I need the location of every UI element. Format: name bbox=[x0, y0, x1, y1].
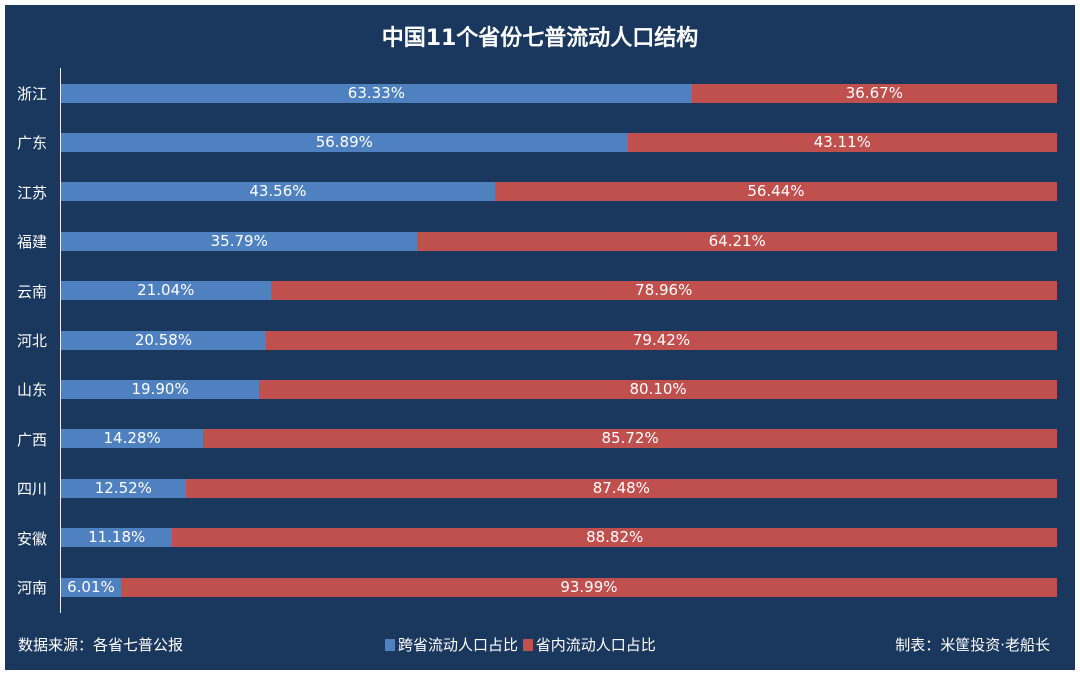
category-label: 四川 bbox=[16, 480, 47, 499]
bar-interprovincial bbox=[61, 231, 418, 251]
category-label: 浙江 bbox=[16, 85, 47, 103]
data-label: 36.67% bbox=[845, 83, 903, 102]
data-label: 87.48% bbox=[592, 478, 650, 497]
category-label: 广东 bbox=[16, 134, 47, 153]
bar-interprovincial bbox=[61, 330, 266, 350]
bar-intraprovincial bbox=[120, 577, 1057, 597]
bar-interprovincial bbox=[61, 132, 628, 152]
data-label: 14.28% bbox=[103, 429, 161, 448]
bar-intraprovincial bbox=[265, 330, 1057, 350]
data-label: 93.99% bbox=[560, 577, 618, 596]
credit: 制表：米筐投资·老船长 bbox=[895, 636, 1050, 654]
data-label: 43.11% bbox=[813, 132, 871, 151]
data-source: 数据来源：各省七普公报 bbox=[18, 636, 184, 654]
chart-title: 中国11个省份七普流动人口结构 bbox=[381, 26, 699, 51]
legend-item-interprovincial: 跨省流动人口占比 bbox=[385, 636, 518, 654]
bar-intraprovincial bbox=[185, 478, 1057, 498]
bar-interprovincial bbox=[61, 429, 204, 449]
category-label: 河南 bbox=[16, 579, 47, 597]
legend-label: 省内流动人口占比 bbox=[535, 636, 656, 654]
legend-label: 跨省流动人口占比 bbox=[398, 636, 519, 654]
data-label: 56.44% bbox=[747, 182, 805, 201]
data-label: 35.79% bbox=[210, 231, 268, 250]
data-label: 12.52% bbox=[94, 478, 152, 497]
data-label: 64.21% bbox=[708, 231, 766, 250]
category-label: 安徽 bbox=[16, 529, 47, 548]
y-axis-line bbox=[60, 68, 61, 613]
data-label: 19.90% bbox=[131, 379, 189, 398]
data-label: 88.82% bbox=[586, 528, 644, 547]
category-label: 江苏 bbox=[16, 183, 47, 202]
data-label: 6.01% bbox=[67, 577, 115, 596]
bar-intraprovincial bbox=[203, 429, 1057, 449]
bar-interprovincial bbox=[61, 577, 121, 597]
category-label: 山东 bbox=[16, 381, 47, 400]
bar-intraprovincial bbox=[627, 132, 1057, 152]
data-label: 63.33% bbox=[347, 83, 405, 102]
data-label: 20.58% bbox=[134, 330, 193, 349]
legend-swatch bbox=[385, 639, 395, 651]
legend-item-intraprovincial: 省内流动人口占比 bbox=[522, 636, 656, 654]
category-label: 河北 bbox=[16, 332, 47, 350]
bar-intraprovincial bbox=[270, 281, 1057, 301]
data-label: 78.96% bbox=[635, 281, 693, 300]
data-label: 85.72% bbox=[601, 429, 659, 448]
bar-intraprovincial bbox=[417, 231, 1057, 251]
category-label: 云南 bbox=[16, 282, 47, 301]
category-label: 广西 bbox=[16, 430, 47, 449]
bar-interprovincial bbox=[61, 528, 173, 548]
data-label: 80.10% bbox=[629, 379, 687, 398]
bar-intraprovincial bbox=[691, 83, 1057, 103]
data-label: 56.89% bbox=[315, 132, 373, 151]
bar-interprovincial bbox=[61, 281, 271, 301]
data-label: 43.56% bbox=[249, 182, 307, 201]
bar-interprovincial bbox=[61, 379, 260, 399]
bar-interprovincial bbox=[61, 478, 186, 498]
data-label: 21.04% bbox=[137, 281, 195, 300]
data-label: 79.42% bbox=[632, 330, 691, 349]
bar-intraprovincial bbox=[494, 182, 1057, 202]
bar-interprovincial bbox=[61, 182, 495, 202]
legend: 跨省流动人口占比 省内流动人口占比 bbox=[385, 634, 656, 655]
data-label: 11.18% bbox=[88, 528, 146, 547]
bar-interprovincial bbox=[61, 83, 692, 103]
bar-intraprovincial bbox=[259, 379, 1057, 399]
category-label: 福建 bbox=[16, 233, 47, 252]
bar-intraprovincial bbox=[172, 528, 1057, 548]
legend-swatch bbox=[522, 639, 533, 651]
